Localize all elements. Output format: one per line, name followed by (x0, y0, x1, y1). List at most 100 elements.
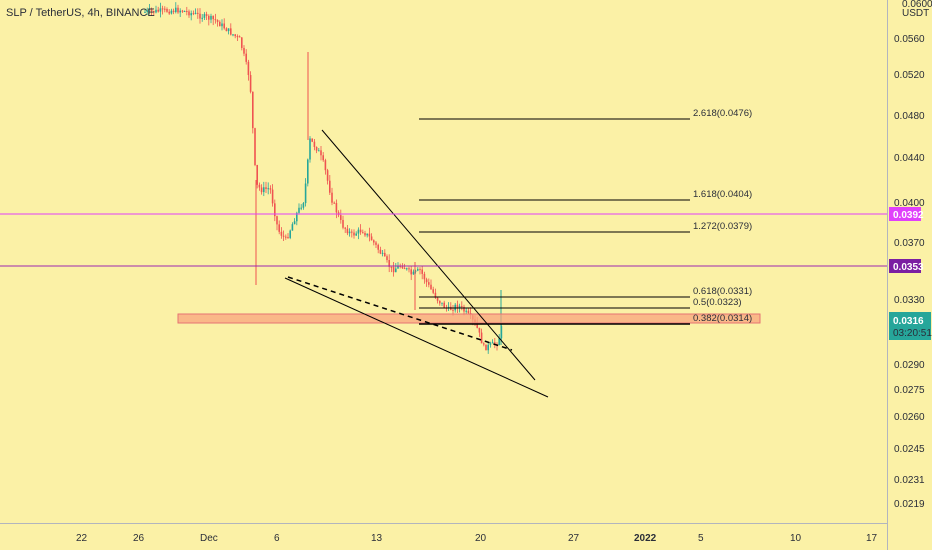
candle-body (190, 13, 192, 16)
candle-body (260, 187, 263, 193)
candle-body (216, 20, 219, 22)
level-badge-0392[interactable] (889, 207, 921, 221)
candle-body (478, 327, 481, 333)
candle-body (406, 268, 408, 270)
price-axis[interactable]: 0.0600 USDT 0.0560 0.0520 0.0480 0.0440 … (889, 0, 932, 510)
candle-body (373, 240, 375, 243)
candle-body (377, 244, 379, 250)
x-tick-7: 2022 (634, 533, 657, 544)
support-zone[interactable] (177, 313, 761, 324)
x-tick-2: Dec (200, 533, 218, 544)
x-tick-1: 26 (133, 533, 145, 544)
candle-body (340, 215, 342, 220)
candle-body (456, 304, 459, 308)
candle-body (370, 236, 373, 241)
candle-body (179, 10, 181, 13)
candle-body (263, 187, 265, 193)
candle-body (254, 128, 256, 165)
candle-body (483, 343, 485, 345)
candle-body (249, 75, 252, 92)
candle-body (395, 268, 397, 273)
drawings-layer: 2.618(0.0476) 1.618(0.0404) 1.272(0.0379… (0, 108, 887, 398)
candle-body (210, 15, 212, 20)
candle-body (309, 138, 311, 160)
candle-body (465, 310, 467, 312)
candle-body (265, 187, 267, 189)
candle-body (410, 269, 412, 275)
candle-body (364, 232, 366, 236)
level-badge-0353-text: 0.0353 (893, 262, 924, 273)
candle-body (335, 203, 338, 213)
candle-body (485, 344, 487, 351)
y-tick-6: 0.0330 (894, 295, 925, 306)
fib-label-05: 0.5(0.0323) (693, 297, 742, 308)
candle-body (412, 271, 415, 275)
candle-body (346, 228, 349, 234)
y-tick-10: 0.0245 (894, 444, 925, 455)
candle-body (227, 28, 230, 32)
candle-body (252, 91, 254, 129)
x-tick-9: 10 (790, 533, 802, 544)
candle-body (379, 249, 382, 254)
candle-body (491, 342, 494, 344)
candle-body (414, 270, 417, 272)
y-tick-8: 0.0275 (894, 385, 925, 396)
candle-body (157, 9, 159, 12)
candle-body (381, 252, 384, 254)
candle-body (148, 9, 151, 11)
candle-body (219, 21, 221, 27)
last-price-text: 0.0316 (893, 316, 924, 327)
candle-body (320, 150, 322, 156)
wedge-lower-trendline[interactable] (284, 277, 549, 398)
candle-body (232, 34, 234, 36)
candle-body (366, 233, 368, 236)
level-badge-0353[interactable] (889, 259, 921, 273)
candle-body (212, 15, 214, 20)
candle-body (452, 309, 454, 311)
y-tick-7: 0.0290 (894, 360, 925, 371)
y-tick-11: 0.0231 (894, 475, 925, 486)
candle-body (359, 229, 362, 233)
candle-body (245, 53, 247, 62)
candle-body (432, 289, 434, 293)
candle-body (351, 231, 353, 233)
candle-body (463, 306, 465, 312)
candle-body (428, 282, 430, 285)
candle-body (296, 212, 298, 222)
candle-body (183, 11, 186, 13)
candle-body (329, 180, 331, 193)
dashed-trendline[interactable] (287, 276, 513, 351)
time-axis[interactable]: 22 26 Dec 6 13 20 27 2022 5 10 17 (76, 533, 878, 544)
x-tick-0: 22 (76, 533, 88, 544)
candle-body (421, 269, 423, 274)
candle-body (494, 342, 496, 344)
candle-body (276, 216, 278, 225)
candle-body (234, 34, 236, 37)
y-axis-unit: USDT (902, 8, 929, 19)
candle-body (300, 207, 302, 209)
candle-body (243, 47, 245, 54)
y-tick-9: 0.0260 (894, 412, 925, 423)
candle-body (397, 265, 399, 269)
candle-body (355, 233, 357, 236)
candle-body (194, 12, 197, 14)
candle-body (221, 23, 223, 27)
fib-label-1618: 1.618(0.0404) (693, 189, 752, 200)
candle-body (362, 232, 364, 234)
candle-body (287, 237, 289, 239)
candle-body (368, 233, 371, 237)
candles-layer (144, 2, 503, 354)
candle-body (458, 306, 461, 308)
candle-body (197, 12, 199, 14)
candle-body (205, 14, 208, 16)
wedge-upper-trendline[interactable] (321, 129, 536, 381)
candle-body (271, 189, 274, 204)
candle-body (403, 268, 406, 270)
candle-body (172, 10, 175, 13)
y-axis-top-label: 0.0600 (902, 0, 932, 10)
last-price-badge[interactable] (889, 312, 931, 340)
candle-body (302, 203, 305, 208)
y-tick-2: 0.0480 (894, 111, 925, 122)
